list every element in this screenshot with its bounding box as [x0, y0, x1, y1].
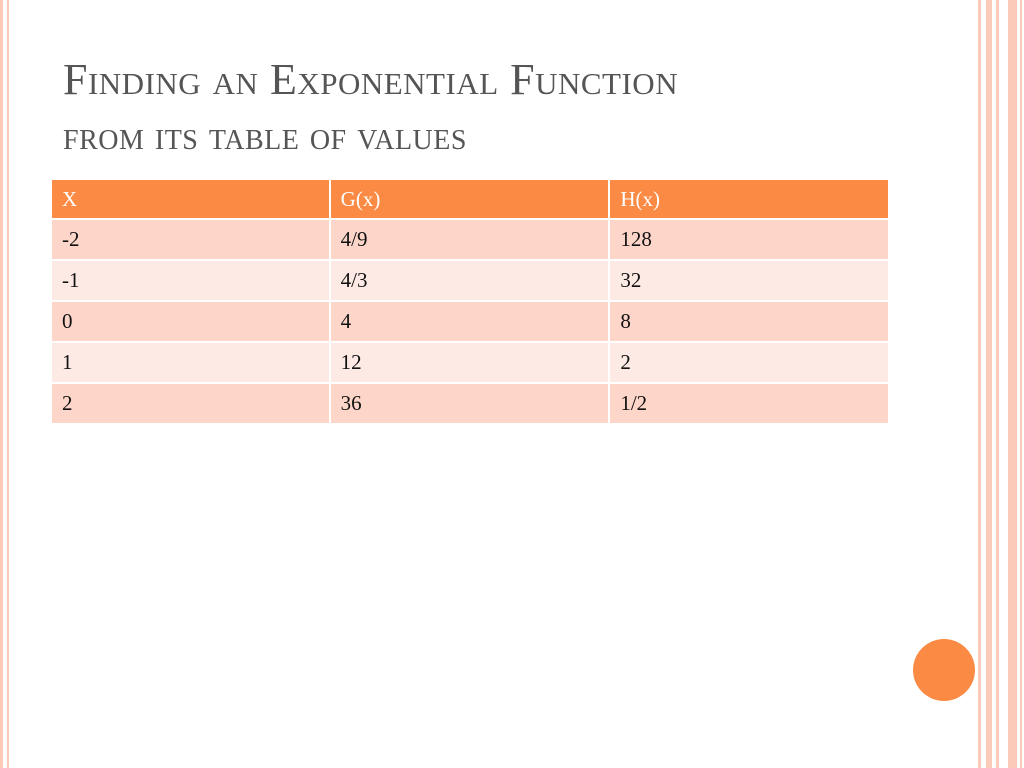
- values-table: X G(x) H(x) -2 4/9 128 -1 4/3 32 0 4 8 1 12 2 2 36 1/2: [52, 178, 888, 425]
- table-cell: 4/9: [330, 220, 611, 259]
- table-cell: -2: [52, 220, 331, 259]
- table-cell: 4/3: [330, 261, 611, 300]
- header-row: X G(x) H(x): [52, 180, 888, 218]
- table-row: -1 4/3 32: [52, 261, 888, 300]
- right-stripe: [996, 0, 999, 768]
- table-body: X G(x) H(x) -2 4/9 128 -1 4/3 32 0 4 8 1 12 2 2 36 1/2: [52, 180, 888, 423]
- header-cell: G(x): [330, 180, 611, 218]
- right-stripe: [986, 0, 992, 768]
- table-cell: 2: [52, 384, 331, 423]
- table-cell: 8: [610, 302, 888, 341]
- title-line: from its table of values: [63, 113, 467, 158]
- decorative-circle: [913, 639, 975, 701]
- table-cell: 128: [610, 220, 888, 259]
- table-row: 1 12 2: [52, 343, 888, 382]
- table-cell: 0: [52, 302, 331, 341]
- left-stripe: [7, 0, 9, 768]
- table-cell: 4: [330, 302, 611, 341]
- right-stripe: [1008, 0, 1017, 768]
- table-cell: 1: [52, 343, 331, 382]
- table-cell: -1: [52, 261, 331, 300]
- table-cell: 32: [610, 261, 888, 300]
- table-row: 2 36 1/2: [52, 384, 888, 423]
- right-stripe: [1020, 0, 1022, 768]
- table-cell: 1/2: [610, 384, 888, 423]
- right-stripe: [978, 0, 981, 768]
- table-cell: 12: [330, 343, 611, 382]
- slide-title: Finding an Exponential Function from its…: [63, 52, 678, 164]
- table-cell: 36: [330, 384, 611, 423]
- table-row: -2 4/9 128: [52, 220, 888, 259]
- header-cell: X: [52, 180, 331, 218]
- table-cell: 2: [610, 343, 888, 382]
- left-stripe: [0, 0, 3, 768]
- title-line: Finding an Exponential Function: [63, 55, 679, 104]
- header-cell: H(x): [610, 180, 888, 218]
